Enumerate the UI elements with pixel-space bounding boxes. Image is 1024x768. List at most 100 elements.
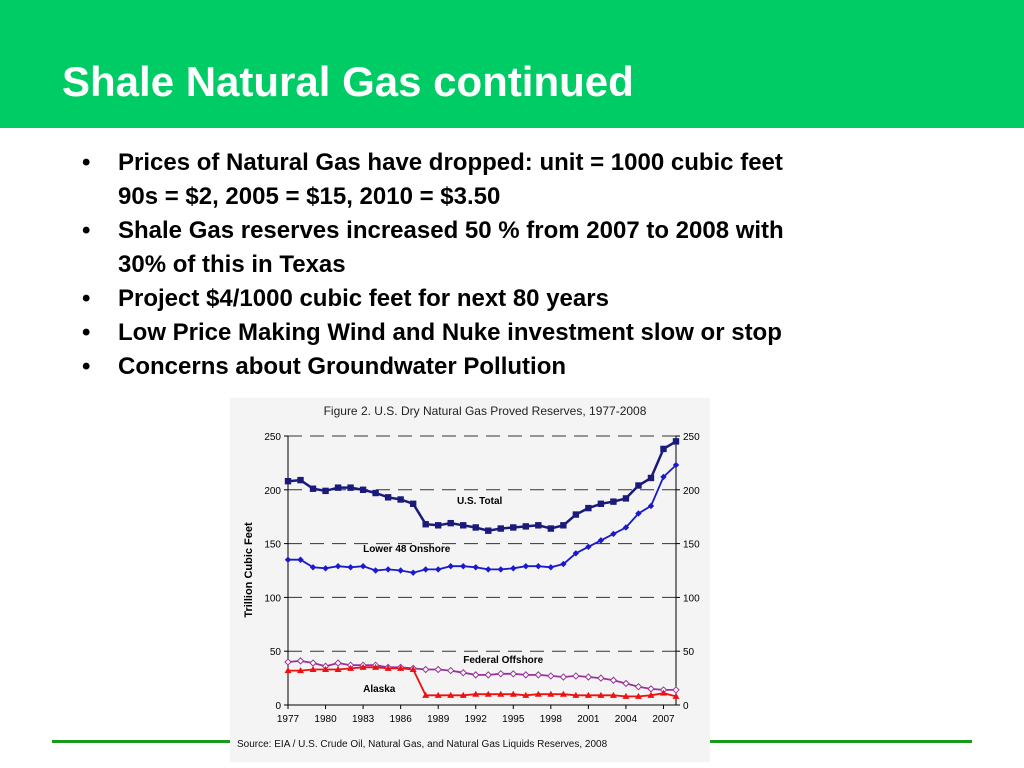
federal-offshore-point <box>434 665 442 674</box>
federal-offshore-point <box>284 658 292 666</box>
lower-48-onshore-point <box>485 566 492 573</box>
lower-48-onshore-point <box>547 564 555 571</box>
alaska-point <box>447 691 455 698</box>
us-total-point <box>610 498 617 505</box>
us-total-point <box>297 476 304 484</box>
alaska-point <box>672 692 680 699</box>
federal-offshore-point <box>334 659 342 667</box>
y-tick-label-left: 250 <box>264 432 281 443</box>
federal-offshore-point <box>559 673 568 681</box>
federal-offshore-point <box>609 676 618 684</box>
bullet-item: Low Price Making Wind and Nuke investmen… <box>82 316 938 350</box>
us-total-point <box>447 519 454 527</box>
alaska-point <box>534 690 542 697</box>
us-total-point <box>322 487 329 495</box>
federal-offshore-point <box>296 657 305 665</box>
us-total-point <box>284 477 292 485</box>
alaska-point <box>659 689 667 696</box>
us-total-point <box>635 482 642 489</box>
alaska-point <box>647 691 655 698</box>
lower-48-onshore-line <box>288 464 677 574</box>
y-tick-label-right: 250 <box>683 432 700 443</box>
alaska-point <box>284 667 292 674</box>
lower-48-onshore-point <box>297 556 304 563</box>
x-tick-label: 1998 <box>540 714 563 725</box>
lower-48-onshore-point <box>422 566 429 573</box>
us-total-line <box>287 440 677 532</box>
federal-offshore-point <box>634 683 643 691</box>
us-total-point <box>472 524 479 531</box>
alaska-point <box>322 665 330 672</box>
us-total-point <box>660 445 667 453</box>
y-tick-label-right: 150 <box>683 540 700 551</box>
us-total-point <box>585 504 592 512</box>
x-tick-label: 2007 <box>652 714 675 725</box>
lower-48-onshore-point <box>460 562 467 570</box>
chart-source: Source: EIA / U.S. Crude Oil, Natural Ga… <box>237 739 608 750</box>
federal-offshore-point <box>534 671 543 679</box>
y-tick-label-right: 50 <box>683 647 695 658</box>
federal-offshore-point <box>622 679 630 688</box>
lower-48-onshore-point <box>409 569 417 576</box>
us-total-point <box>309 485 317 492</box>
lower-48-onshore-point <box>597 537 605 544</box>
federal-offshore-point <box>459 669 467 677</box>
lower-48-onshore-point <box>434 566 442 573</box>
us-total-point <box>409 500 417 507</box>
us-total-point <box>359 486 367 493</box>
y-axis-label: Trillion Cubic Feet <box>243 522 255 618</box>
reserves-chart: Figure 2. U.S. Dry Natural Gas Proved Re… <box>237 404 700 750</box>
us-total-point <box>597 500 605 507</box>
us-total-point <box>372 489 379 497</box>
us-total-point <box>560 522 567 529</box>
alaska-point <box>334 665 342 672</box>
alaska-point <box>484 690 492 697</box>
chart-title: Figure 2. U.S. Dry Natural Gas Proved Re… <box>324 404 647 418</box>
lower-48-onshore-point <box>510 565 517 572</box>
bullet-text: Low Price Making Wind and Nuke investmen… <box>118 319 782 346</box>
alaska-line <box>288 666 677 698</box>
us-total-label: U.S. Total <box>457 496 503 507</box>
y-tick-label-right: 100 <box>683 593 700 604</box>
federal-offshore-point <box>547 672 555 680</box>
alaska-point <box>422 691 430 698</box>
alaska-point <box>409 665 417 672</box>
federal-offshore-point <box>484 671 492 679</box>
us-total-point <box>334 484 342 491</box>
x-tick-label: 1986 <box>390 714 413 725</box>
y-tick-label-left: 200 <box>264 486 281 497</box>
us-total-point <box>535 522 542 529</box>
alaska-point <box>509 690 517 697</box>
federal-offshore-point <box>572 672 580 680</box>
alaska-point <box>397 664 405 671</box>
us-total-point <box>422 521 429 528</box>
lower-48-onshore-point <box>347 564 354 571</box>
federal-offshore-point <box>497 670 505 678</box>
y-tick-label-left: 150 <box>264 540 281 551</box>
lower-48-onshore-point <box>522 562 530 570</box>
federal-offshore-point <box>309 659 317 667</box>
alaska-point <box>634 692 642 699</box>
title-bar <box>0 0 1024 128</box>
alaska-point <box>622 692 630 699</box>
bullet-text-continued: 30% of this in Texas <box>118 251 346 278</box>
x-tick-label: 1995 <box>502 714 525 725</box>
x-tick-label: 2004 <box>615 714 638 725</box>
bullet-list: Prices of Natural Gas have dropped: unit… <box>82 146 938 384</box>
alaska-point <box>522 691 530 698</box>
us-total-point <box>485 527 492 534</box>
lower-48-onshore-label: Lower 48 Onshore <box>363 544 451 555</box>
alaska-point <box>584 691 592 698</box>
y-tick-label-left: 0 <box>275 701 281 712</box>
federal-offshore-label: Federal Offshore <box>463 655 543 666</box>
lower-48-onshore-point <box>359 562 367 570</box>
us-total-point <box>647 474 655 482</box>
federal-offshore-point <box>647 685 655 693</box>
us-total-point <box>384 494 392 501</box>
alaska-point <box>572 691 580 698</box>
us-total-point <box>347 484 354 491</box>
alaska-point <box>347 664 355 671</box>
federal-offshore-point <box>584 673 593 681</box>
alaska-point <box>459 691 467 698</box>
alaska-point <box>372 663 380 670</box>
